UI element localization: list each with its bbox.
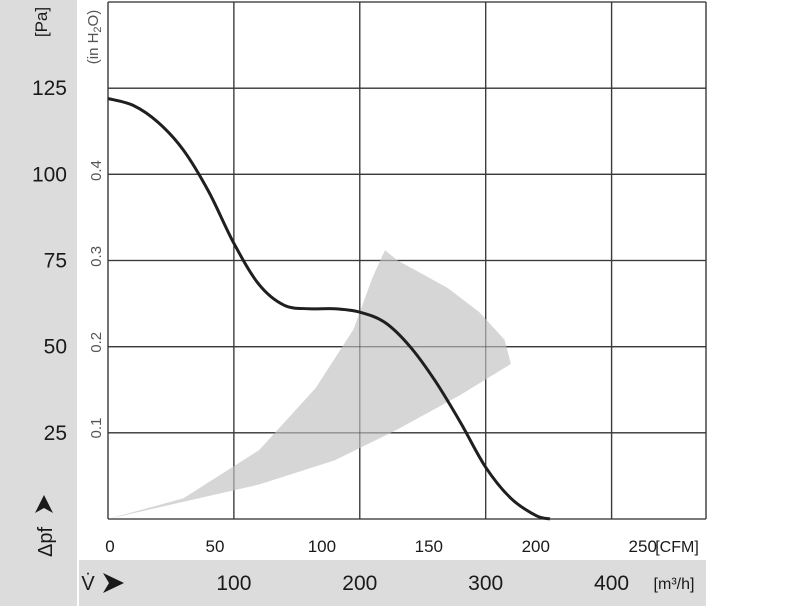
grid <box>107 1 707 520</box>
flow-arrow-icon <box>103 573 124 593</box>
operating-region <box>108 250 511 519</box>
pressure-symbol: Δpf <box>35 527 57 557</box>
m3h-tick-label: 300 <box>468 572 503 595</box>
inh2o-tick-label: 0.2 <box>88 332 105 353</box>
cfm-tick-labels: 0 50 100 150 200 250 <box>105 537 657 556</box>
cfm-tick-label: 250 <box>629 537 657 556</box>
cfm-tick-label: 0 <box>105 537 114 556</box>
inh2o-unit-label: (in H2O) <box>85 10 104 64</box>
cfm-tick-label: 50 <box>205 537 224 556</box>
pa-tick-label: 75 <box>44 250 67 273</box>
pa-tick-label: 50 <box>44 336 67 359</box>
m3h-tick-label: 100 <box>216 572 251 595</box>
pa-tick-label: 100 <box>32 163 67 186</box>
cfm-tick-label: 200 <box>522 537 550 556</box>
m3h-tick-labels: 100 200 300 400 <box>216 572 629 595</box>
pa-unit-label: [Pa] <box>32 7 51 37</box>
cfm-tick-label: 100 <box>308 537 336 556</box>
series-line <box>107 97 551 521</box>
m3h-tick-label: 400 <box>594 572 629 595</box>
inh2o-tick-label: 0.3 <box>88 246 105 267</box>
cfm-unit-label: [CFM] <box>655 539 699 556</box>
inh2o-tick-labels: 0.1 0.2 0.3 0.4 <box>88 160 105 438</box>
left-axis-band <box>0 0 77 560</box>
m3h-unit-label: [m³/h] <box>654 576 695 593</box>
pressure-arrow-icon <box>35 495 53 513</box>
cfm-tick-label: 150 <box>415 537 443 556</box>
inh2o-tick-label: 0.1 <box>88 418 105 439</box>
grid-overlay <box>107 1 707 520</box>
pa-tick-label: 25 <box>44 422 67 445</box>
pa-tick-label: 125 <box>32 77 67 100</box>
pa-tick-labels: 25 50 75 100 125 <box>32 77 67 445</box>
inh2o-tick-label: 0.4 <box>88 160 105 181</box>
m3h-tick-label: 200 <box>342 572 377 595</box>
flow-symbol: V̇ <box>81 573 95 595</box>
